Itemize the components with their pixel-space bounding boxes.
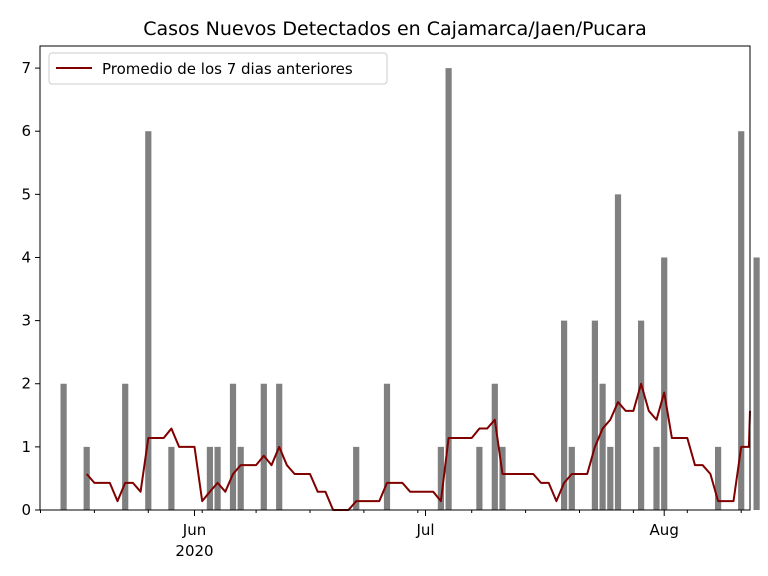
- bar-2020-06-26: [383, 383, 391, 510]
- bar-2020-08-08: [715, 446, 722, 510]
- bar-2020-05-18: [83, 446, 90, 510]
- bar-2020-08-01: [661, 257, 668, 510]
- bar-2020-07-25: [607, 446, 614, 510]
- bar-2020-05-23: [122, 383, 129, 510]
- bar-2020-07-08: [476, 446, 483, 510]
- line-layer: [85, 382, 751, 511]
- bar-2020-07-31: [653, 446, 660, 510]
- bar-2020-06-06: [229, 383, 237, 510]
- y-tick-label: 4: [21, 248, 31, 266]
- bar-2020-08-11: [738, 131, 745, 510]
- bar-2020-06-03: [206, 446, 213, 510]
- bar-2020-05-29: [168, 446, 175, 510]
- legend-box: [48, 52, 388, 85]
- y-tick-label: 7: [21, 59, 31, 77]
- bar-2020-05-15: [60, 383, 67, 510]
- bar-2020-07-20: [568, 446, 575, 510]
- x-tick-label: Jun: [182, 521, 206, 539]
- bar-2020-07-11: [499, 446, 506, 510]
- x-tick-label: Jul: [415, 521, 434, 539]
- bar-2020-06-04: [214, 446, 221, 510]
- x-tick-sublabel: 2020: [175, 542, 213, 560]
- chart-title: Casos Nuevos Detectados en Cajamarca/Jae…: [143, 18, 646, 40]
- bar-2020-07-29: [638, 320, 645, 510]
- bar-2020-07-24: [599, 383, 606, 510]
- bar-2020-07-26: [614, 194, 622, 510]
- bar-2020-05-26: [145, 131, 152, 510]
- y-tick-label: 1: [21, 438, 31, 456]
- y-tick-label: 6: [21, 122, 31, 140]
- y-axis: 0 1 2 3 4 5 6 7: [21, 59, 40, 519]
- bar-2020-07-10: [491, 383, 498, 510]
- x-tick-label: Aug: [650, 521, 679, 539]
- y-tick-label: 5: [21, 185, 31, 203]
- bar-2020-06-22: [353, 446, 360, 510]
- x-axis: Jun 2020 Jul Aug: [40, 510, 742, 560]
- legend-label: Promedio de los 7 dias anteriores: [102, 60, 353, 78]
- bar-2020-07-19: [561, 320, 568, 510]
- bar-2020-07-04: [445, 68, 452, 510]
- bar-2020-07-03: [437, 446, 444, 510]
- legend: Promedio de los 7 dias anteriores: [48, 52, 388, 85]
- y-tick-label: 3: [21, 312, 31, 330]
- moving-average-line: [85, 382, 751, 511]
- y-tick-label: 2: [21, 375, 31, 393]
- bar-2020-06-10: [260, 383, 267, 510]
- bar-2020-08-13: [753, 257, 760, 510]
- plot-frame: [39, 45, 751, 511]
- bar-2020-07-23: [591, 320, 598, 510]
- bar-2020-06-07: [237, 446, 244, 510]
- y-tick-label: 0: [21, 501, 31, 519]
- bars-layer: [60, 68, 760, 510]
